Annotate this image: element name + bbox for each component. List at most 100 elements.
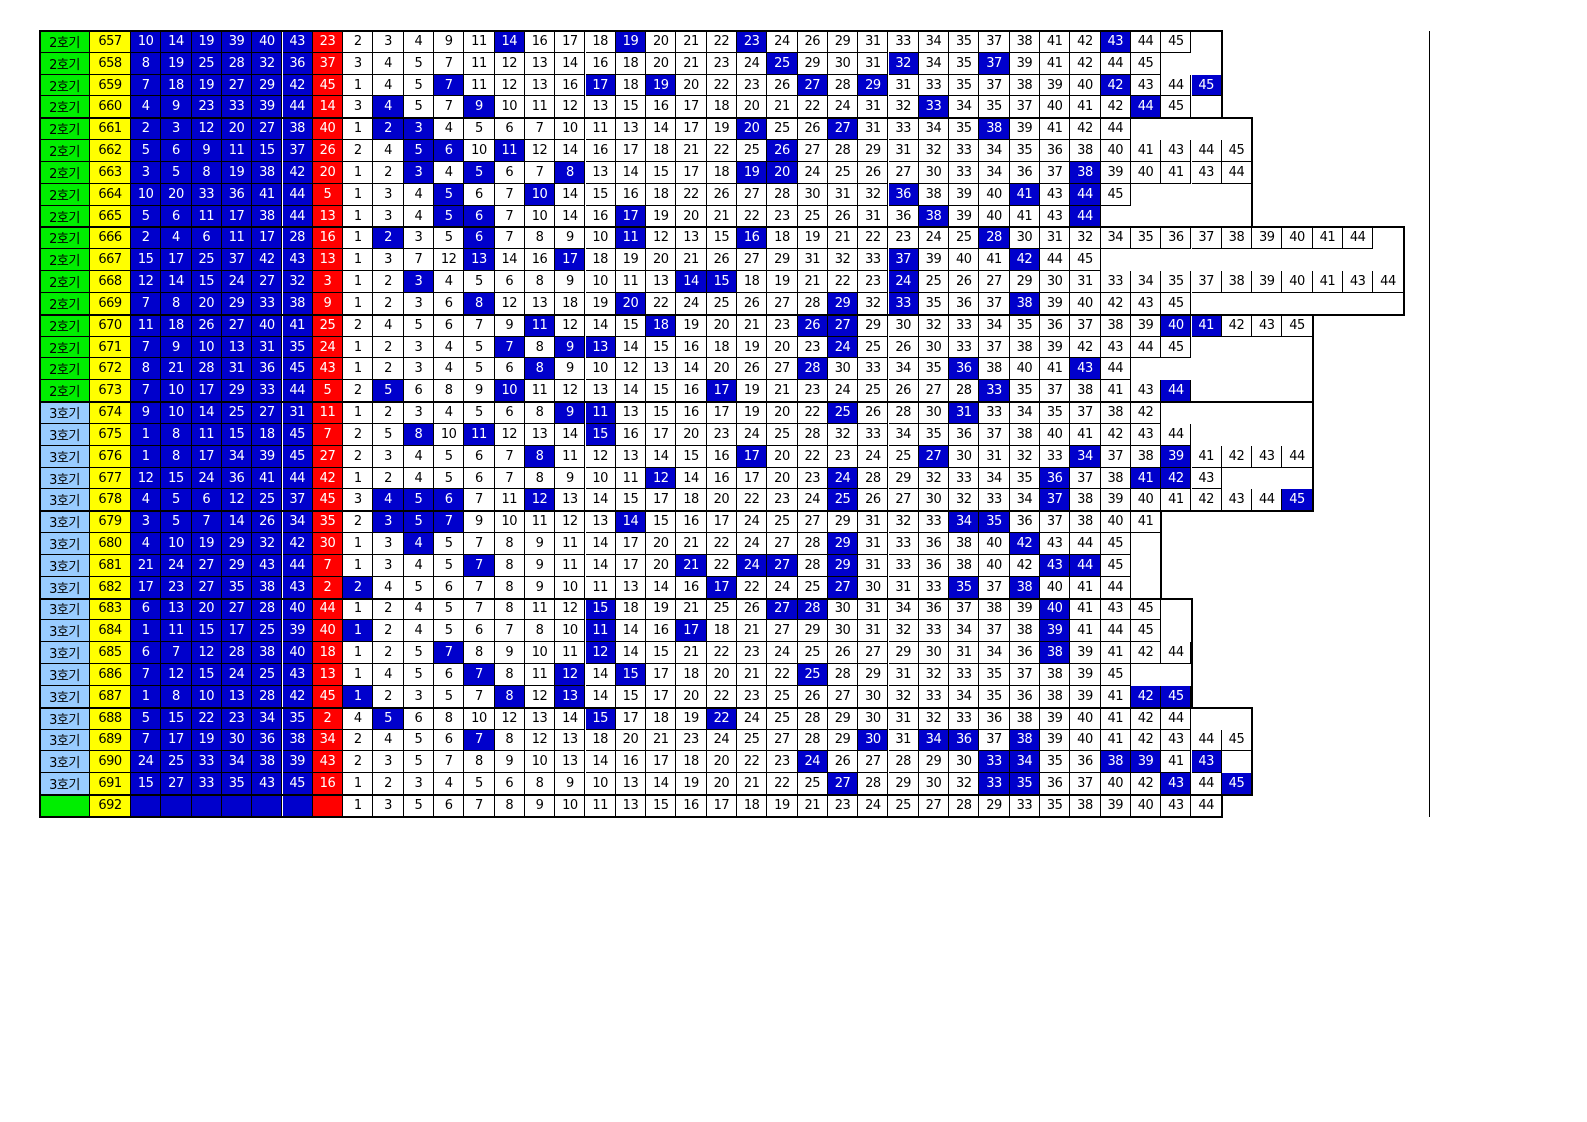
matched-number-cell: 39 — [1040, 620, 1071, 643]
number-cell: 41 — [1040, 31, 1071, 53]
matched-number-cell: 27 — [827, 576, 859, 599]
number-cell: 12 — [524, 685, 556, 708]
number-cell: 6 — [494, 358, 525, 381]
number-cell: 31 — [858, 554, 889, 577]
number-cell: 5 — [464, 118, 495, 141]
main-number-cell: 15 — [131, 249, 162, 272]
number-cell: 17 — [646, 751, 677, 774]
number-cell: 16 — [615, 751, 647, 774]
number-cell: 39 — [1070, 642, 1101, 665]
machine-label: 2호기 — [40, 271, 90, 293]
number-cell: 21 — [737, 314, 768, 337]
number-cell: 11 — [524, 380, 556, 403]
main-number-cell: 35 — [282, 707, 313, 730]
number-cell: 22 — [676, 183, 707, 206]
number-cell: 28 — [858, 773, 889, 796]
number-cell: 35 — [949, 74, 980, 97]
matched-number-cell: 32 — [888, 52, 919, 75]
empty-cell — [1221, 336, 1253, 359]
matched-number-cell: 42 — [1100, 74, 1131, 97]
matched-number-cell: 6 — [434, 140, 465, 162]
matched-number-cell: 12 — [646, 467, 677, 490]
main-number-cell: 9 — [161, 336, 192, 359]
number-cell: 5 — [403, 52, 434, 75]
matched-number-cell: 35 — [949, 576, 980, 599]
number-cell: 43 — [1130, 74, 1162, 97]
number-cell: 39 — [949, 205, 980, 228]
number-cell: 24 — [737, 533, 768, 555]
main-number-cell: 25 — [221, 402, 253, 424]
number-cell: 42 — [1130, 642, 1162, 665]
number-cell: 4 — [434, 402, 465, 424]
number-cell: 39 — [1070, 664, 1101, 686]
main-number-cell: 45 — [282, 423, 313, 446]
number-cell: 41 — [1100, 707, 1131, 730]
number-cell: 15 — [646, 795, 677, 817]
number-cell: 37 — [1191, 271, 1222, 293]
number-cell: 12 — [585, 445, 616, 468]
empty-cell — [1221, 467, 1253, 490]
number-cell: 17 — [615, 533, 647, 555]
number-cell: 21 — [676, 533, 707, 555]
bonus-number-cell: 14 — [312, 96, 344, 119]
number-cell: 39 — [1040, 292, 1071, 315]
number-cell: 2 — [343, 31, 374, 53]
matched-number-cell: 33 — [979, 773, 1010, 796]
main-number-cell: 38 — [282, 118, 313, 141]
number-cell: 26 — [706, 183, 737, 206]
main-number-cell: 44 — [282, 554, 313, 577]
number-cell: 41 — [1161, 489, 1192, 512]
main-number-cell: 28 — [221, 52, 253, 75]
empty-cell — [1161, 249, 1192, 272]
main-number-cell: 12 — [221, 489, 253, 512]
number-cell: 13 — [615, 773, 647, 796]
number-cell: 32 — [858, 292, 889, 315]
number-cell: 18 — [555, 292, 586, 315]
main-number-cell: 38 — [252, 161, 283, 184]
number-cell: 34 — [888, 423, 919, 446]
number-cell: 44 — [1040, 249, 1071, 272]
number-cell: 17 — [646, 489, 677, 512]
matched-number-cell: 12 — [524, 489, 556, 512]
number-cell: 3 — [373, 554, 404, 577]
number-cell: 34 — [888, 598, 919, 621]
main-number-cell — [221, 795, 253, 817]
number-cell: 41 — [1312, 227, 1343, 250]
number-cell: 27 — [767, 729, 798, 752]
matched-number-cell: 27 — [767, 554, 798, 577]
number-cell: 30 — [797, 183, 828, 206]
number-cell: 18 — [615, 598, 647, 621]
matched-number-cell: 40 — [1161, 314, 1192, 337]
main-number-cell: 27 — [252, 271, 283, 293]
number-cell: 12 — [434, 249, 465, 272]
number-cell: 16 — [646, 620, 677, 643]
number-cell: 1 — [343, 358, 374, 381]
number-cell: 24 — [858, 445, 889, 468]
empty-cell — [1191, 292, 1222, 315]
matched-number-cell: 43 — [1191, 751, 1222, 774]
number-cell: 16 — [524, 31, 556, 53]
number-cell: 34 — [1009, 489, 1040, 512]
number-cell: 29 — [888, 773, 919, 796]
number-cell: 13 — [646, 271, 677, 293]
number-cell: 30 — [858, 685, 889, 708]
number-cell: 35 — [1161, 271, 1192, 293]
main-number-cell: 40 — [282, 642, 313, 665]
number-cell: 20 — [615, 729, 647, 752]
main-number-cell: 10 — [191, 685, 222, 708]
empty-cell — [1100, 249, 1131, 272]
empty-cell — [1191, 358, 1222, 381]
number-cell: 3 — [403, 358, 434, 381]
matched-number-cell: 39 — [1161, 445, 1192, 468]
empty-cell — [1100, 205, 1131, 228]
number-cell: 3 — [343, 52, 374, 75]
round-number: 687 — [90, 685, 131, 708]
matched-number-cell: 6 — [464, 227, 495, 250]
number-cell: 4 — [434, 773, 465, 796]
main-number-cell — [131, 795, 162, 817]
bonus-number-cell: 5 — [312, 380, 344, 403]
number-cell: 33 — [949, 314, 980, 337]
number-cell: 28 — [827, 664, 859, 686]
number-cell: 24 — [767, 31, 798, 53]
number-cell: 26 — [797, 31, 828, 53]
